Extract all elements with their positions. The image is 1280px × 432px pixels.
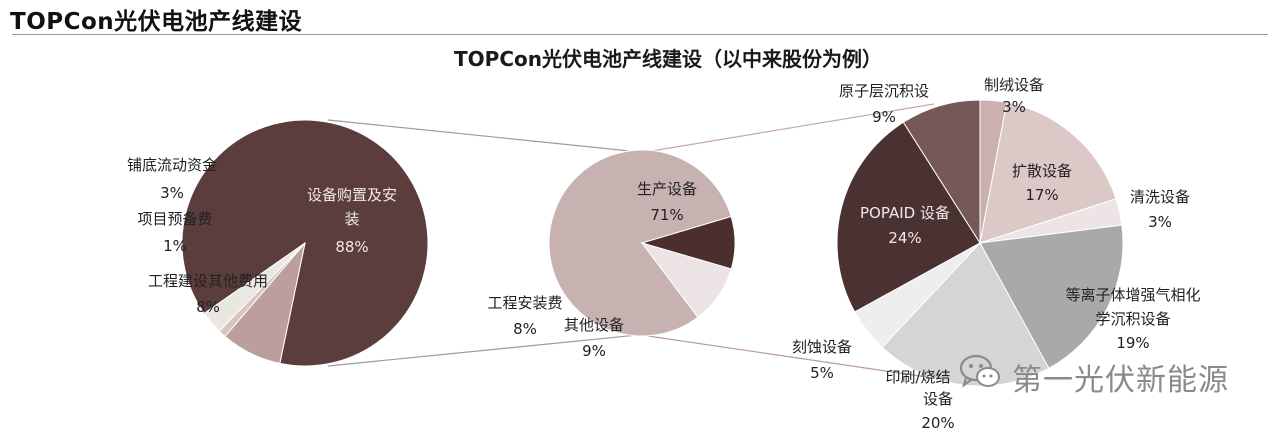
slice-value: 24% — [888, 229, 921, 247]
slice-value: 9% — [582, 342, 606, 360]
slice-label: 工程建设其他费用 — [148, 272, 268, 290]
slice-value: 3% — [1148, 213, 1172, 231]
slice-label: 项目预备费 — [137, 210, 212, 228]
slice-value: 71% — [650, 206, 683, 224]
slice-label: POPAID 设备 — [860, 204, 950, 222]
slice-label: 生产设备 — [637, 180, 697, 198]
slice-value: 20% — [921, 414, 954, 432]
slice-label: 刻蚀设备 — [792, 338, 852, 356]
slice-label: 其他设备 — [564, 316, 624, 334]
pie-slice — [979, 224, 1124, 369]
slice-value: 9% — [872, 108, 896, 126]
slice-label: 铺底流动资金 — [127, 156, 217, 174]
chart-title: TOPCon光伏电池产线建设（以中来股份为例） — [454, 47, 882, 71]
labels-pie-equipment: 生产设备 71% 工程安装费 8% 其他设备 9% — [487, 180, 697, 360]
pie-total-investment — [181, 119, 429, 367]
slice-value: 17% — [1025, 186, 1058, 204]
slice-value: 88% — [335, 238, 368, 256]
slice-label: 设备购置及安 — [307, 186, 397, 204]
slice-label: 清洗设备 — [1130, 188, 1190, 206]
pie-slice — [640, 242, 732, 318]
slice-value: 3% — [1002, 98, 1026, 116]
slice-label-cont: 学沉积设备 — [1095, 310, 1170, 328]
labels-pie-total: 设备购置及安 装 88% 铺底流动资金 3% 项目预备费 1% 工程建设其他费用… — [127, 156, 397, 316]
pie-slice — [979, 101, 1117, 244]
pie-equipment-breakdown — [548, 149, 736, 337]
slice-value: 1% — [163, 237, 187, 255]
connector-line-bottom-left — [327, 333, 649, 367]
pie-slice — [203, 242, 306, 332]
connector-line-bottom-right — [647, 335, 975, 385]
slice-value: 8% — [196, 298, 220, 316]
connector-lines — [327, 103, 975, 385]
slice-label: 扩散设备 — [1012, 162, 1072, 180]
slice-value: 19% — [1116, 334, 1149, 352]
slice-label: 制绒设备 — [984, 76, 1044, 94]
slice-label-cont: 装 — [344, 210, 359, 228]
slice-label: 等离子体增强气相化 — [1065, 286, 1200, 304]
wechat-icon — [959, 354, 1000, 388]
pie-slice — [836, 121, 981, 313]
labels-pie-production: 制绒设备 3% 原子层沉积设 9% 扩散设备 17% 清洗设备 3% 等离子体增… — [792, 76, 1201, 432]
connector-line-top-right — [645, 103, 935, 153]
pie-slice — [902, 99, 981, 245]
connector-line-top-left — [327, 119, 641, 153]
pie-slice — [548, 149, 732, 337]
slice-label: 印刷/烧结 — [885, 368, 950, 386]
slice-value: 3% — [160, 184, 184, 202]
pie-production-equipment — [836, 99, 1124, 387]
page-title: TOPCon光伏电池产线建设 — [10, 9, 303, 35]
slice-label: 原子层沉积设 — [839, 82, 929, 100]
title-divider — [12, 34, 1268, 35]
slice-value: 5% — [810, 364, 834, 382]
slice-label: 工程安装费 — [487, 294, 562, 312]
pie-slice — [881, 242, 1050, 387]
watermark-text: 第一光伏新能源 — [1012, 363, 1229, 398]
slice-label-cont: 设备 — [923, 390, 953, 408]
slice-value: 8% — [513, 320, 537, 338]
